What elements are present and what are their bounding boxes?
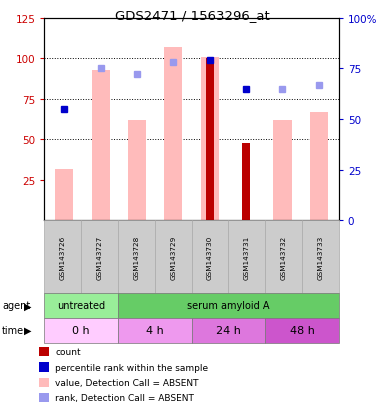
Text: count: count [55,347,81,356]
Text: ▶: ▶ [24,301,32,311]
Text: GSM143731: GSM143731 [244,235,250,279]
Text: 0 h: 0 h [72,325,90,335]
Bar [55,169,74,221]
Bar [201,57,219,221]
Text: GDS2471 / 1563296_at: GDS2471 / 1563296_at [115,9,270,22]
Bar [92,70,110,221]
Text: GSM143733: GSM143733 [317,235,323,279]
Text: GSM143732: GSM143732 [281,235,286,279]
Bar [273,121,291,221]
Text: 4 h: 4 h [146,325,164,335]
Bar [310,112,328,221]
Text: GSM143728: GSM143728 [133,235,139,279]
Text: rank, Detection Call = ABSENT: rank, Detection Call = ABSENT [55,393,194,402]
Bar [206,59,214,221]
Bar [128,121,146,221]
Text: untreated: untreated [57,301,105,311]
Text: GSM143730: GSM143730 [207,235,213,279]
Text: ▶: ▶ [24,325,32,335]
Text: GSM143727: GSM143727 [97,235,102,279]
Text: percentile rank within the sample: percentile rank within the sample [55,363,208,372]
Text: 24 h: 24 h [216,325,241,335]
Text: GSM143729: GSM143729 [170,235,176,279]
Text: time: time [2,325,24,335]
Text: GSM143726: GSM143726 [60,235,66,279]
Text: serum amyloid A: serum amyloid A [187,301,270,311]
Text: 48 h: 48 h [290,325,315,335]
Bar [164,48,182,221]
Text: agent: agent [2,301,30,311]
Bar [242,143,250,221]
Text: value, Detection Call = ABSENT: value, Detection Call = ABSENT [55,378,199,387]
